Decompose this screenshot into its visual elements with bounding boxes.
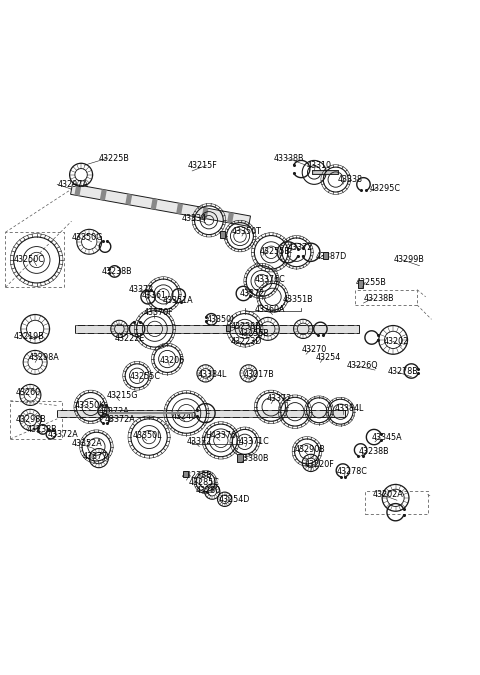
Text: 43372A: 43372A xyxy=(105,415,136,425)
Bar xyxy=(183,470,188,477)
Text: 43238B: 43238B xyxy=(359,447,389,456)
Text: 43255C: 43255C xyxy=(130,372,161,381)
Text: 43360A: 43360A xyxy=(254,305,285,315)
Text: 43338: 43338 xyxy=(338,175,363,184)
Text: 43299B: 43299B xyxy=(393,255,424,265)
Text: 43384L: 43384L xyxy=(335,404,364,413)
Text: 43380B: 43380B xyxy=(239,454,270,462)
Text: 43297A: 43297A xyxy=(57,180,88,189)
Text: 43222E: 43222E xyxy=(115,334,145,343)
Text: 43278B: 43278B xyxy=(387,367,418,377)
Text: 43350J: 43350J xyxy=(206,315,234,324)
Text: H43376: H43376 xyxy=(205,431,237,440)
Text: 43254D: 43254D xyxy=(218,495,250,504)
Text: 43351A: 43351A xyxy=(162,296,193,304)
Text: 43351B: 43351B xyxy=(283,295,314,304)
Text: 43215G: 43215G xyxy=(107,392,138,400)
Text: 43372A: 43372A xyxy=(48,430,78,439)
Bar xyxy=(238,454,242,462)
Text: 43350K: 43350K xyxy=(75,401,105,410)
Text: 43215F: 43215F xyxy=(187,161,217,169)
Text: 43226Q: 43226Q xyxy=(346,360,378,370)
Text: 43217B: 43217B xyxy=(244,371,275,379)
Text: 43255B: 43255B xyxy=(259,247,290,256)
Text: 43338B: 43338B xyxy=(274,153,304,163)
Text: 43350G: 43350G xyxy=(72,234,103,242)
Text: 43387D: 43387D xyxy=(316,252,347,261)
Text: 43345A: 43345A xyxy=(372,433,402,441)
Bar xyxy=(57,410,345,416)
Text: 43206: 43206 xyxy=(159,356,185,365)
Text: 43298B: 43298B xyxy=(16,415,47,425)
Polygon shape xyxy=(151,198,157,210)
Text: 43223D: 43223D xyxy=(230,337,262,346)
Polygon shape xyxy=(202,207,208,219)
Text: 43334: 43334 xyxy=(181,214,206,223)
Text: 43254: 43254 xyxy=(316,353,341,362)
Text: 43202A: 43202A xyxy=(373,490,404,499)
Text: 43278C: 43278C xyxy=(336,467,368,476)
Text: 43270: 43270 xyxy=(301,345,326,354)
Text: 43372: 43372 xyxy=(288,243,313,252)
Text: 43350L: 43350L xyxy=(132,431,162,440)
Polygon shape xyxy=(125,194,132,205)
Text: 43298A: 43298A xyxy=(28,353,59,362)
Text: 43238B: 43238B xyxy=(101,267,132,276)
Polygon shape xyxy=(176,203,183,214)
Text: 43372: 43372 xyxy=(240,289,265,298)
Text: 43372: 43372 xyxy=(186,437,212,446)
Bar xyxy=(220,231,225,238)
Text: 43371C: 43371C xyxy=(239,437,270,446)
Text: 43260: 43260 xyxy=(16,388,41,397)
Polygon shape xyxy=(71,184,251,226)
Text: 43280: 43280 xyxy=(196,486,221,495)
Text: 43361: 43361 xyxy=(142,291,167,300)
Text: 43372: 43372 xyxy=(266,394,291,403)
Text: 43310: 43310 xyxy=(307,161,332,169)
Bar xyxy=(75,325,359,333)
Text: 43219B: 43219B xyxy=(14,332,45,341)
Text: 43255B: 43255B xyxy=(239,329,270,338)
Text: 43295C: 43295C xyxy=(369,184,400,192)
Text: 43238B: 43238B xyxy=(181,471,212,480)
Text: 43202: 43202 xyxy=(384,337,409,346)
Text: 43350T: 43350T xyxy=(231,227,261,236)
Text: 43225B: 43225B xyxy=(99,153,130,163)
Polygon shape xyxy=(74,185,82,196)
Text: 43370F: 43370F xyxy=(144,308,173,317)
Text: 43240: 43240 xyxy=(172,412,197,421)
Text: 43285C: 43285C xyxy=(188,477,219,487)
Text: 43220F: 43220F xyxy=(305,460,335,469)
Text: 43372A: 43372A xyxy=(99,407,130,416)
Text: 43377: 43377 xyxy=(83,452,108,461)
Text: 43255B: 43255B xyxy=(356,278,387,287)
Text: 43290B: 43290B xyxy=(295,446,326,454)
Bar xyxy=(226,325,230,331)
Bar xyxy=(323,252,327,259)
Text: 43238B: 43238B xyxy=(27,425,58,434)
Polygon shape xyxy=(100,189,107,200)
Text: 43238B: 43238B xyxy=(230,323,261,331)
Text: 43376C: 43376C xyxy=(254,275,285,284)
Text: 43250C: 43250C xyxy=(14,255,45,265)
Text: 43352A: 43352A xyxy=(72,439,102,448)
Bar xyxy=(358,280,363,288)
Text: 43372: 43372 xyxy=(129,285,154,294)
Text: 43238B: 43238B xyxy=(363,294,394,303)
Polygon shape xyxy=(227,212,234,223)
Text: 43384L: 43384L xyxy=(198,371,227,379)
